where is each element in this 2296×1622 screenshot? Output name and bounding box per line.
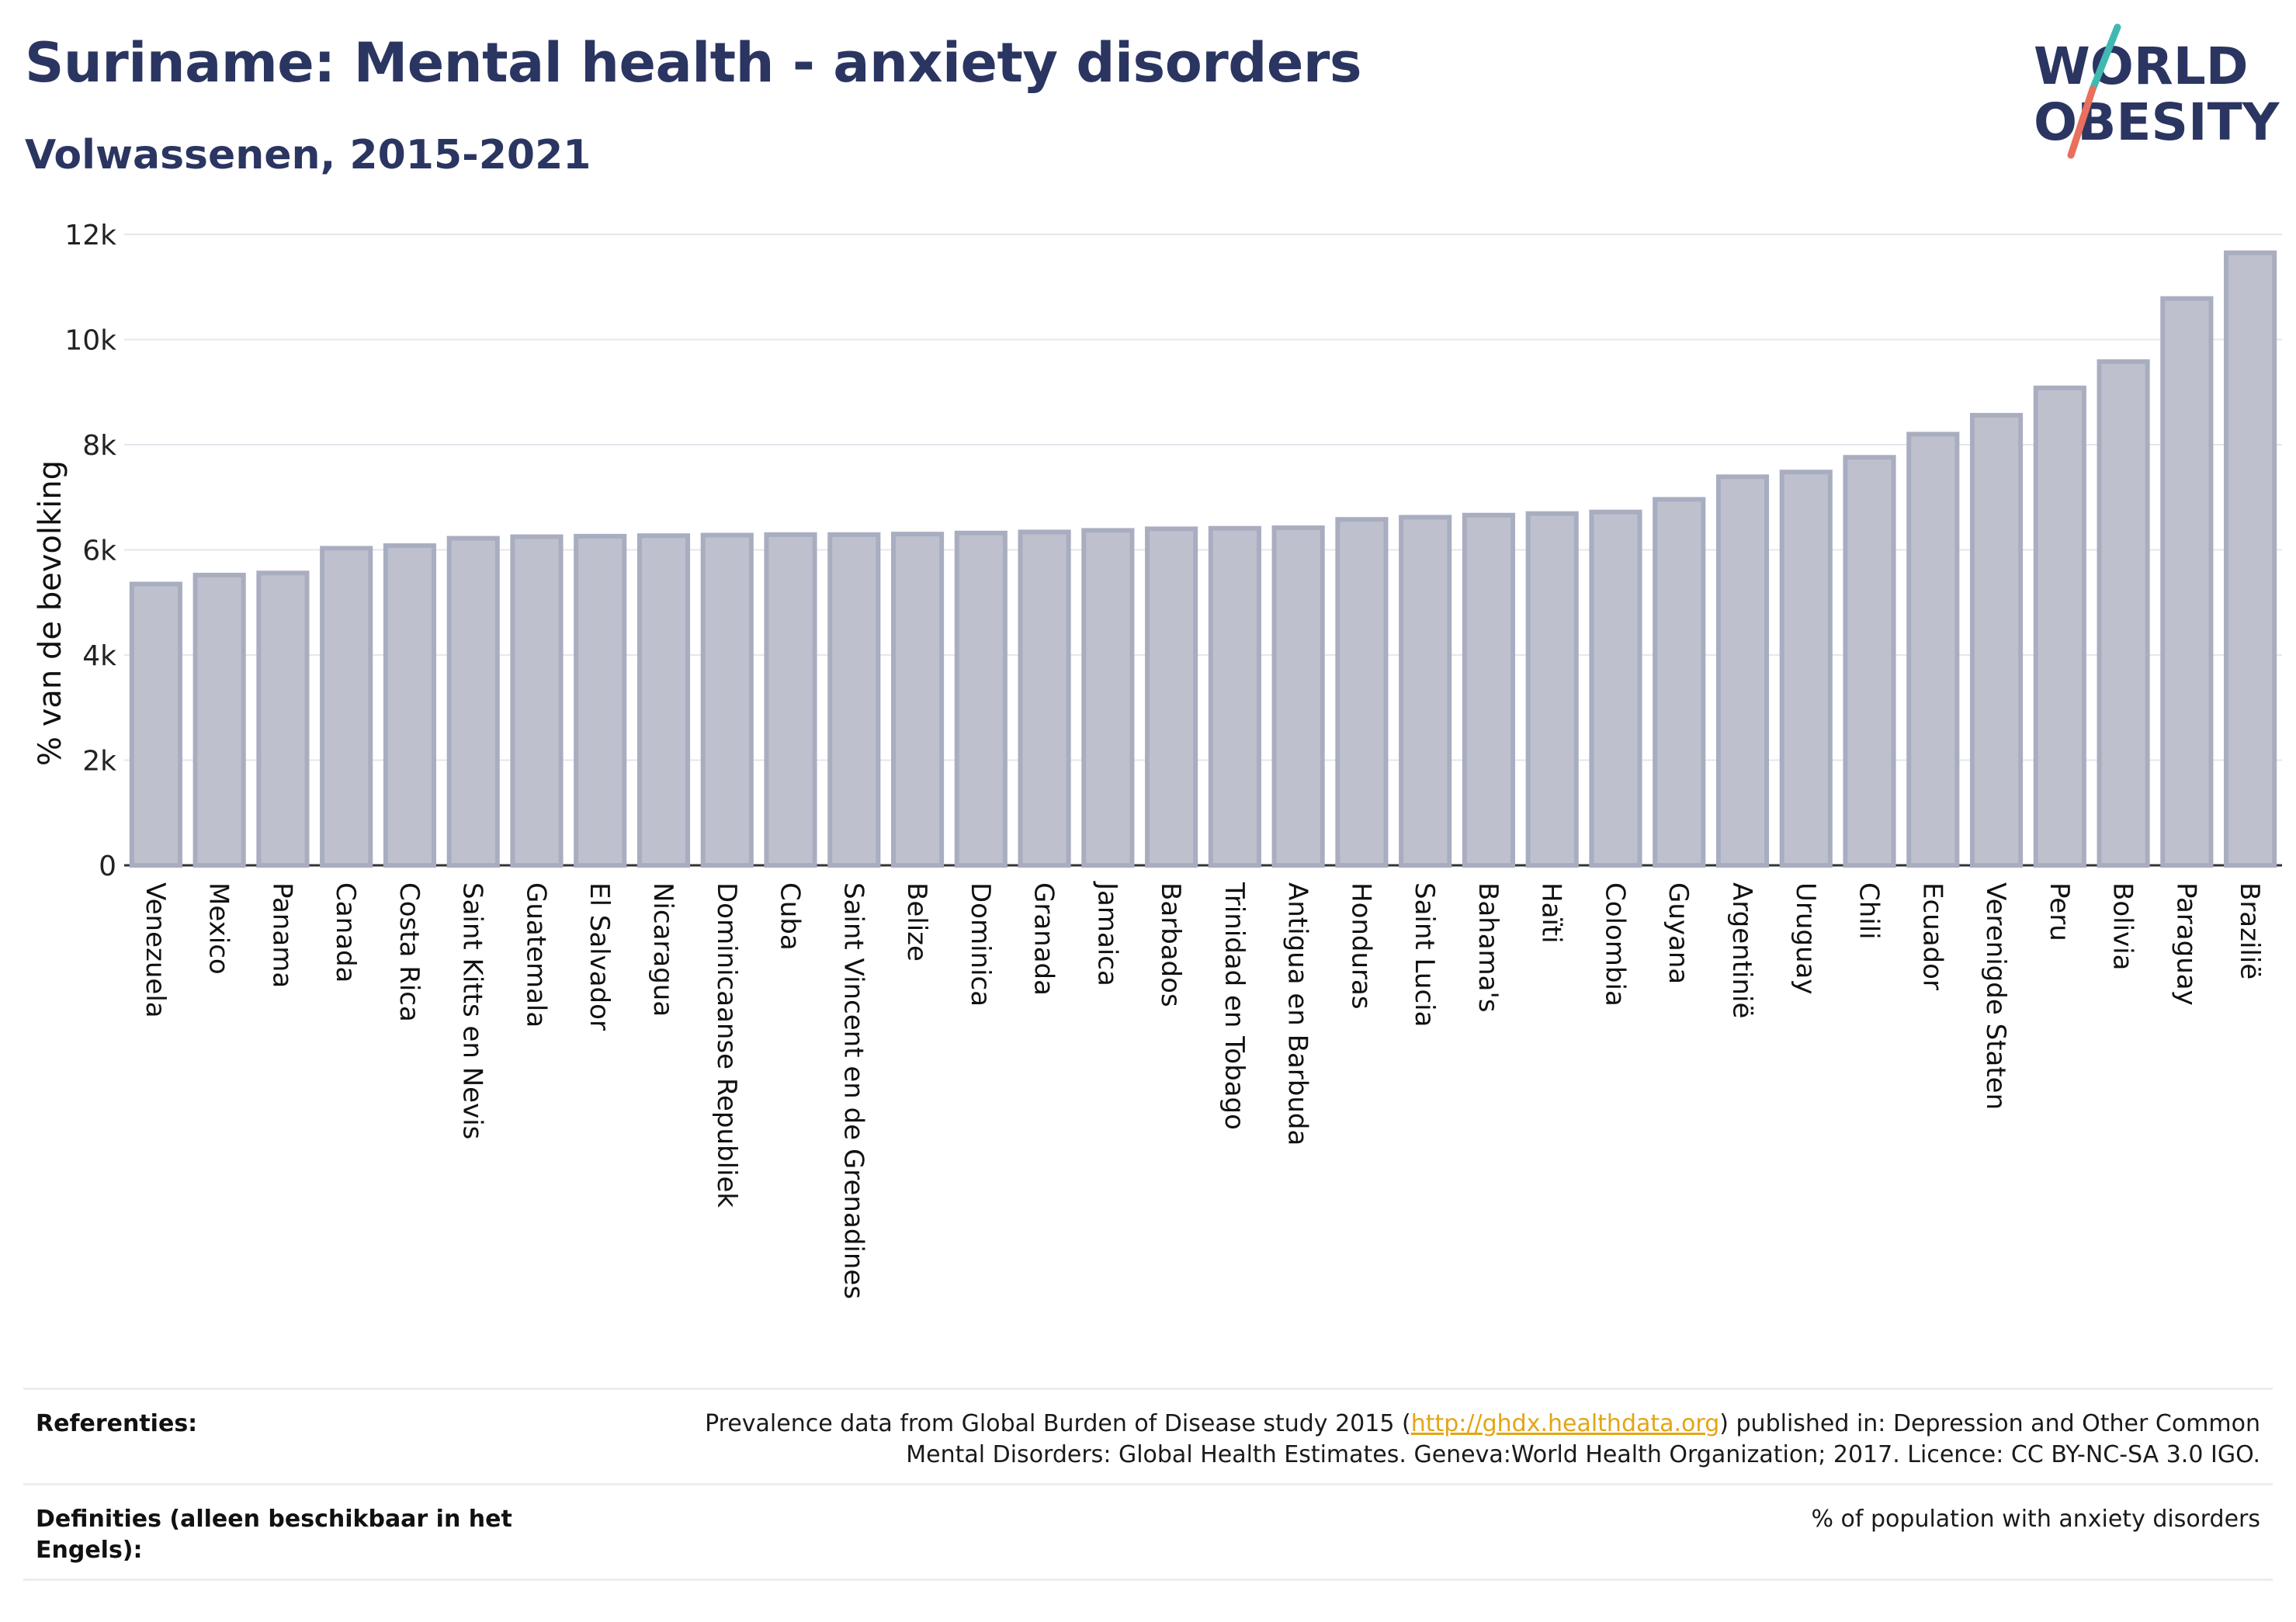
x-tick-label: Peru xyxy=(2044,882,2075,941)
x-tick-label: Cuba xyxy=(775,882,806,951)
y-tick-label: 2k xyxy=(82,746,116,778)
footer: Referenties: Prevalence data from Global… xyxy=(23,1388,2273,1581)
x-tick-label: Colombia xyxy=(1599,882,1630,1007)
bar[interactable] xyxy=(2033,385,2086,868)
bar[interactable] xyxy=(574,533,627,868)
bar[interactable] xyxy=(192,573,246,868)
y-tick-label: 0 xyxy=(99,851,116,882)
bar[interactable] xyxy=(954,530,1008,868)
y-tick-label: 4k xyxy=(82,640,116,672)
references-post: ) published in: Depression and Other Com… xyxy=(906,1410,2260,1468)
bar[interactable] xyxy=(827,532,881,868)
bar[interactable] xyxy=(383,543,437,868)
bar[interactable] xyxy=(1462,512,1516,868)
x-tick-label: Dominicaanse Republiek xyxy=(711,882,742,1208)
x-tick-label: Dominica xyxy=(965,882,996,1007)
logo-slash-top xyxy=(2089,23,2121,93)
bar[interactable] xyxy=(2224,250,2277,868)
bar[interactable] xyxy=(510,534,564,868)
x-tick-label: Ecuador xyxy=(1916,882,1947,990)
x-tick-label: Guyana xyxy=(1663,882,1694,984)
bars xyxy=(129,250,2277,868)
bar[interactable] xyxy=(1969,413,2024,868)
bar[interactable] xyxy=(636,533,691,868)
x-tick-label: Guatemala xyxy=(520,882,551,1028)
x-tick-label: Granada xyxy=(1028,882,1060,996)
x-tick-label: Saint Kitts en Nevis xyxy=(457,882,488,1139)
bar-chart: 0 2k 4k 6k 8k 10k 12k Venezuela Mexico Panama Can… xyxy=(33,220,2282,1299)
x-tick-label: Costa Rica xyxy=(394,882,425,1022)
x-tick-label: Panama xyxy=(266,882,297,988)
x-tick-label: Argentinië xyxy=(1726,882,1757,1018)
y-tick-labels: 0 2k 4k 6k 8k 10k 12k xyxy=(64,220,116,882)
y-tick-label: 6k xyxy=(82,535,116,567)
logo-slash-bottom xyxy=(2067,85,2097,159)
definitions-label: Definities (alleen beschikbaar in het En… xyxy=(36,1506,512,1564)
x-tick-label: Canada xyxy=(330,882,361,983)
bar[interactable] xyxy=(1525,511,1579,868)
bar[interactable] xyxy=(1715,474,1770,868)
y-tick-label: 8k xyxy=(82,430,116,462)
bar[interactable] xyxy=(890,532,945,868)
x-tick-label: Uruguay xyxy=(1790,882,1821,995)
x-tick-label: Mexico xyxy=(203,882,234,975)
bar[interactable] xyxy=(1653,497,1706,868)
bar[interactable] xyxy=(1399,515,1452,868)
references-text: Prevalence data from Global Burden of Di… xyxy=(630,1409,2260,1471)
x-tick-label: Nicaragua xyxy=(647,882,678,1017)
x-tick-label: El Salvador xyxy=(584,882,615,1031)
bar[interactable] xyxy=(1843,455,1896,868)
references-row: Referenties: Prevalence data from Global… xyxy=(23,1388,2273,1483)
bar[interactable] xyxy=(1081,528,1135,868)
x-tick-label: Paraguay xyxy=(2170,882,2201,1006)
bar[interactable] xyxy=(1018,529,1071,868)
bar[interactable] xyxy=(2097,359,2150,868)
x-tick-label: Antigua en Barbuda xyxy=(1282,882,1313,1145)
bar[interactable] xyxy=(446,535,500,868)
x-tick-label: Honduras xyxy=(1345,882,1376,1010)
y-tick-label: 10k xyxy=(64,325,116,357)
definitions-row: Definities (alleen beschikbaar in het En… xyxy=(23,1483,2273,1581)
y-axis-label: % van de bevolking xyxy=(33,460,68,766)
x-tick-label: Trinidad en Tobago xyxy=(1219,882,1250,1130)
x-tick-label: Brazilië xyxy=(2234,882,2265,979)
x-tick-label: Saint Vincent en de Grenadines xyxy=(838,882,869,1299)
bar[interactable] xyxy=(1145,526,1198,868)
bar[interactable] xyxy=(700,532,754,868)
bar[interactable] xyxy=(1906,431,1960,868)
y-tick-label: 12k xyxy=(64,220,116,251)
bar[interactable] xyxy=(2160,296,2214,868)
references-link[interactable]: http://ghdx.healthdata.org xyxy=(1410,1410,1720,1437)
x-tick-label: Saint Lucia xyxy=(1409,882,1440,1027)
bar[interactable] xyxy=(1589,509,1642,868)
bar[interactable] xyxy=(1208,525,1261,868)
bar[interactable] xyxy=(129,581,182,868)
x-tick-labels: Venezuela Mexico Panama Canada Costa Rica Sai… xyxy=(140,881,2265,1299)
x-tick-label: Haïti xyxy=(1536,882,1567,944)
bar[interactable] xyxy=(320,546,373,868)
x-tick-label: Venezuela xyxy=(140,882,171,1018)
x-tick-label: Belize xyxy=(901,882,932,962)
x-tick-label: Bolivia xyxy=(2107,882,2138,970)
bar[interactable] xyxy=(1335,517,1389,868)
logo-line-1: WORLD xyxy=(2034,36,2249,96)
x-tick-label: Bahama's xyxy=(1472,882,1503,1013)
world-obesity-logo: WORLD OBESITY xyxy=(2034,23,2280,159)
x-tick-label: Verenigde Staten xyxy=(1980,882,2011,1110)
chart-subtitle: Volwassenen, 2015-2021 xyxy=(25,132,591,178)
definitions-text: % of population with anxiety disorders xyxy=(1811,1506,2260,1533)
references-pre: Prevalence data from Global Burden of Di… xyxy=(705,1410,1411,1437)
bar[interactable] xyxy=(1271,525,1325,868)
bar[interactable] xyxy=(256,570,310,868)
bar[interactable] xyxy=(764,532,817,868)
x-tick-label: Jamaica xyxy=(1091,881,1122,986)
references-label: Referenties: xyxy=(36,1410,198,1437)
chart-title: Suriname: Mental health - anxiety disord… xyxy=(25,31,1362,95)
x-tick-label: Chili xyxy=(1854,882,1885,940)
x-tick-label: Barbados xyxy=(1155,882,1186,1007)
bar[interactable] xyxy=(1779,470,1833,868)
